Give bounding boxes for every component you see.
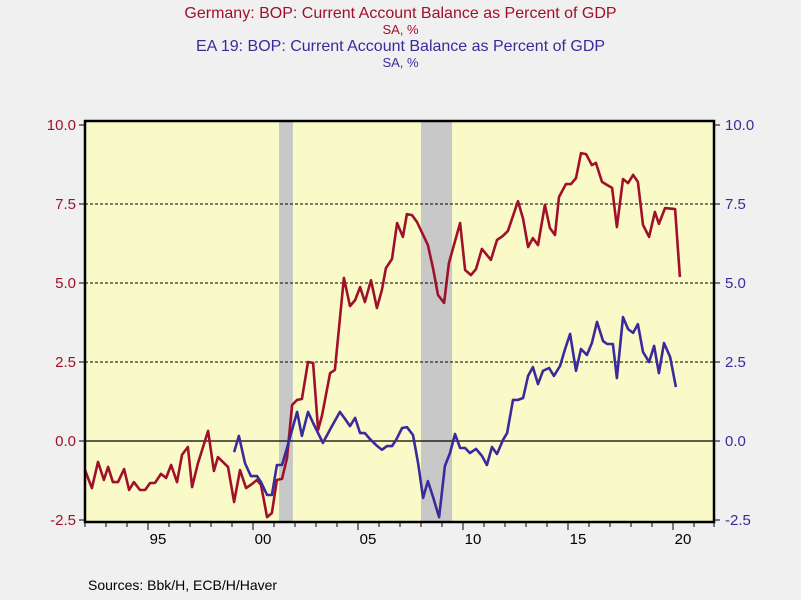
y-tick-label-right: 10.0 bbox=[725, 117, 754, 134]
ea19-series-subtitle: SA, % bbox=[382, 55, 419, 70]
germany-series-title: Germany: BOP: Current Account Balance as… bbox=[184, 5, 617, 22]
gridlines bbox=[85, 203, 714, 442]
y-tick-label-left: 0.0 bbox=[55, 433, 76, 450]
y-tick-label-left: 2.5 bbox=[55, 354, 76, 371]
x-tick-label: 20 bbox=[675, 531, 692, 548]
germany-series-subtitle: SA, % bbox=[382, 22, 419, 37]
y-tick-label-right: 7.5 bbox=[725, 196, 746, 213]
x-tick-label: 10 bbox=[465, 531, 482, 548]
source-note: Sources: Bbk/H, ECB/H/Haver bbox=[88, 577, 278, 593]
x-tick-label: 15 bbox=[570, 531, 587, 548]
ea19-line bbox=[232, 315, 678, 519]
x-tick-label: 95 bbox=[150, 531, 167, 548]
y-tick-label-right: 0.0 bbox=[725, 433, 746, 450]
chart: -2.5 0.0 2.5 5.0 7.5 10.0 -2.5 0.0 2.5 5.0 7.5 10.… bbox=[47, 117, 754, 548]
x-tick-label: 05 bbox=[360, 531, 377, 548]
y-tick-label-right: -2.5 bbox=[725, 512, 751, 529]
y-tick-label-left: 7.5 bbox=[55, 196, 76, 213]
y-tick-label-left: 10.0 bbox=[47, 117, 76, 134]
y-tick-label-left: -2.5 bbox=[50, 512, 76, 529]
left-y-axis: -2.5 0.0 2.5 5.0 7.5 10.0 bbox=[47, 117, 85, 529]
germany-line bbox=[83, 151, 682, 519]
y-tick-label-left: 5.0 bbox=[55, 275, 76, 292]
recession-bar bbox=[421, 121, 453, 522]
y-tick-label-right: 2.5 bbox=[725, 354, 746, 371]
recession-shading bbox=[279, 121, 453, 522]
y-tick-label-right: 5.0 bbox=[725, 275, 746, 292]
x-tick-label: 00 bbox=[255, 531, 272, 548]
plot-area bbox=[85, 121, 714, 522]
x-axis: 95 00 05 10 15 20 bbox=[84, 522, 715, 548]
series-lines bbox=[83, 151, 682, 519]
ea19-series-title: EA 19: BOP: Current Account Balance as P… bbox=[195, 38, 606, 55]
right-y-axis: -2.5 0.0 2.5 5.0 7.5 10.0 bbox=[714, 117, 754, 529]
